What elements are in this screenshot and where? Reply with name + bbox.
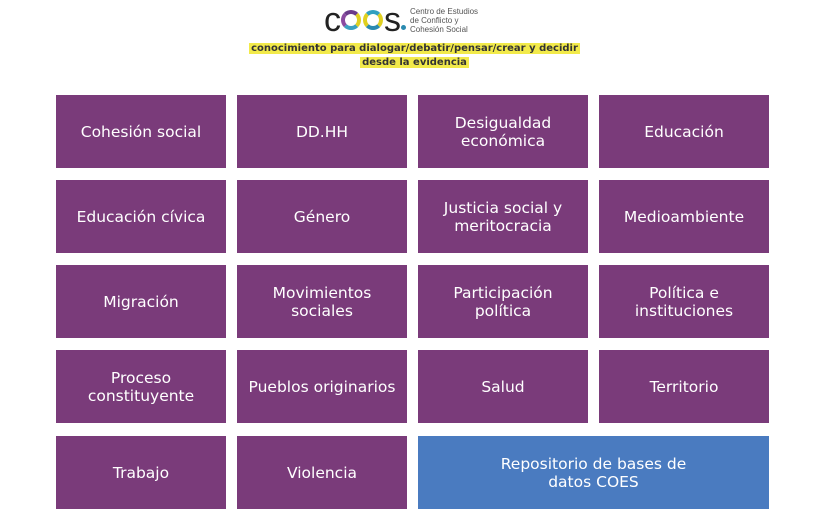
- topic-tile[interactable]: Desigualdad económica: [418, 95, 588, 168]
- topic-tile[interactable]: Violencia: [237, 436, 407, 509]
- tile-label: Salud: [481, 377, 525, 396]
- topic-tile[interactable]: Pueblos originarios: [237, 350, 407, 423]
- topic-tile[interactable]: Movimientos sociales: [237, 265, 407, 338]
- topic-tile[interactable]: Trabajo: [56, 436, 226, 509]
- tile-label: Pueblos originarios: [248, 377, 396, 396]
- tile-label: Género: [293, 207, 351, 226]
- topic-tile[interactable]: Política e instituciones: [599, 265, 769, 338]
- topic-tile[interactable]: DD.HH: [237, 95, 407, 168]
- tile-label: Educación: [644, 122, 724, 141]
- topic-tile[interactable]: Proceso constituyente: [56, 350, 226, 423]
- repository-button[interactable]: Repositorio de bases de datos COES: [418, 436, 769, 509]
- tile-label: Desigualdad económica: [454, 113, 552, 150]
- tile-label: DD.HH: [295, 122, 349, 141]
- topic-tile[interactable]: Educación cívica: [56, 180, 226, 253]
- tile-label: Proceso constituyente: [87, 368, 195, 405]
- tile-label: Repositorio de bases de datos COES: [500, 454, 687, 491]
- logo-subtitle: Centro de Estudios de Conflicto y Cohesi…: [410, 7, 478, 34]
- topic-tile[interactable]: Salud: [418, 350, 588, 423]
- tile-label: Migración: [103, 292, 179, 311]
- topic-tile[interactable]: Educación: [599, 95, 769, 168]
- tile-label: Justicia social y meritocracia: [443, 198, 563, 235]
- tile-label: Cohesión social: [80, 122, 202, 141]
- tile-label: Trabajo: [112, 463, 170, 482]
- tile-label: Movimientos sociales: [272, 283, 372, 320]
- topic-tile[interactable]: Género: [237, 180, 407, 253]
- tile-label: Medioambiente: [623, 207, 745, 226]
- tile-label: Violencia: [286, 463, 358, 482]
- tile-label: Participación política: [453, 283, 553, 320]
- tagline-line: desde la evidencia: [360, 57, 469, 68]
- logo-subtitle-line: Cohesión Social: [410, 24, 468, 34]
- topic-tile[interactable]: Medioambiente: [599, 180, 769, 253]
- topic-tile[interactable]: Cohesión social: [56, 95, 226, 168]
- tile-label: Política e instituciones: [634, 283, 734, 320]
- tile-label: Educación cívica: [76, 207, 206, 226]
- logo-subtitle-line: Centro de Estudios: [410, 6, 479, 16]
- tagline: conocimiento para dialogar/debatir/pensa…: [0, 42, 829, 70]
- tile-label: Territorio: [649, 377, 719, 396]
- topic-tile[interactable]: Justicia social y meritocracia: [418, 180, 588, 253]
- topic-tile[interactable]: Migración: [56, 265, 226, 338]
- topic-tile[interactable]: Territorio: [599, 350, 769, 423]
- tagline-line: conocimiento para dialogar/debatir/pensa…: [249, 43, 580, 54]
- logo-subtitle-line: de Conflicto y: [410, 15, 459, 25]
- topic-tile[interactable]: Participación política: [418, 265, 588, 338]
